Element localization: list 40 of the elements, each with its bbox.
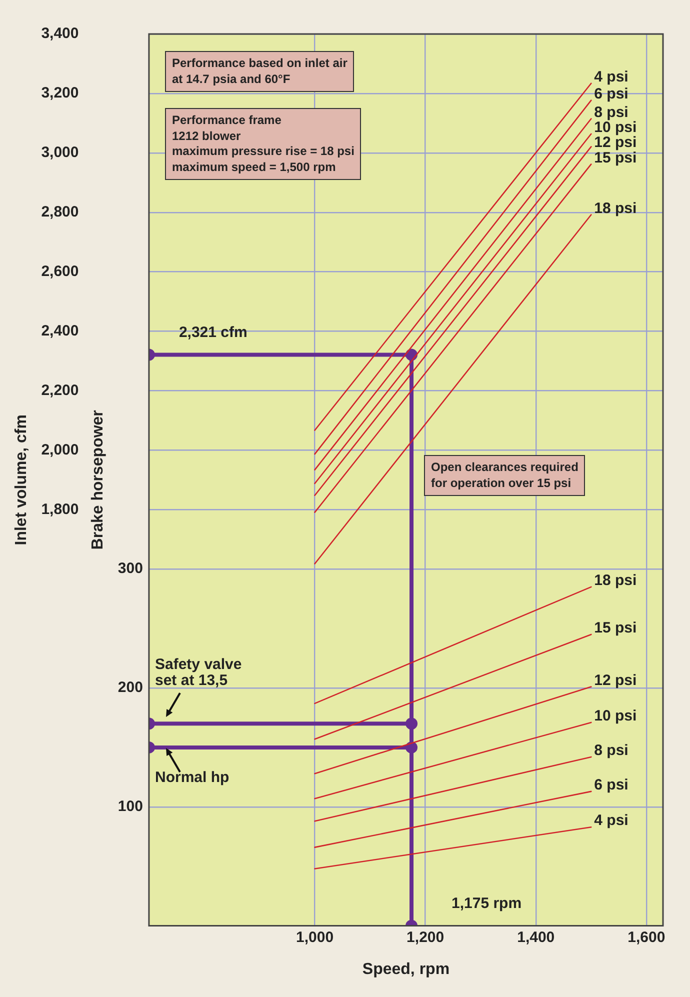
- series-label: 15 psi: [594, 620, 637, 637]
- x-tick-label: 1,200: [406, 928, 444, 946]
- y2-axis-title: Brake horsepower: [90, 410, 107, 550]
- y2-tick-label: 100: [118, 798, 143, 816]
- y-tick-label: 2,600: [41, 262, 79, 280]
- y-tick-label: 3,000: [41, 144, 79, 162]
- y2-tick-label: 200: [118, 679, 143, 696]
- series-label: 8 psi: [594, 742, 628, 760]
- y-tick-label: 2,200: [41, 382, 79, 399]
- y-tick-label: 2,000: [41, 441, 79, 458]
- y-tick-label: 1,800: [41, 500, 79, 518]
- series-label: 4 psi: [594, 812, 628, 830]
- series-label: 12 psi: [594, 672, 637, 689]
- x-tick-label: 1,600: [628, 928, 666, 946]
- x-tick-label: 1,000: [296, 928, 334, 946]
- x-tick-label: 1,400: [517, 928, 555, 946]
- series-label: 8 psi: [594, 104, 628, 121]
- annotation: 2,321 cfm: [178, 324, 248, 341]
- series-label: 4 psi: [594, 68, 628, 86]
- annotation: Safety valve set at 13,5: [155, 656, 242, 689]
- series-label: 18 psi: [594, 200, 637, 217]
- series-label: 15 psi: [594, 149, 637, 166]
- x-axis-title: Speed, rpm: [362, 960, 450, 978]
- annotation: 1,175 rpm: [452, 894, 522, 912]
- annotation: Performance based on inlet air at 14.7 psia and 60°F: [165, 51, 354, 92]
- series-label: 12 psi: [594, 134, 637, 152]
- series-label: 18 psi: [594, 572, 637, 590]
- series-label: 10 psi: [594, 119, 637, 136]
- y-axis-title: Inlet volume, cfm: [13, 414, 30, 546]
- y-tick-label: 2,400: [41, 322, 79, 340]
- annotation: Normal hp: [155, 769, 230, 786]
- y-tick-label: 2,800: [41, 204, 79, 220]
- y2-tick-label: 300: [118, 560, 143, 578]
- series-label: 10 psi: [594, 708, 637, 725]
- series-label: 6 psi: [594, 85, 628, 102]
- y-tick-label: 3,400: [41, 25, 79, 42]
- annotation: Performance frame 1212 blower maximum pressure rise = 18 psi maximum speed = 1,500 rpm: [165, 108, 362, 180]
- series-label: 6 psi: [594, 776, 628, 794]
- y-tick-label: 3,200: [41, 84, 79, 102]
- annotation: Open clearances required for operation over 15 psi: [424, 455, 586, 496]
